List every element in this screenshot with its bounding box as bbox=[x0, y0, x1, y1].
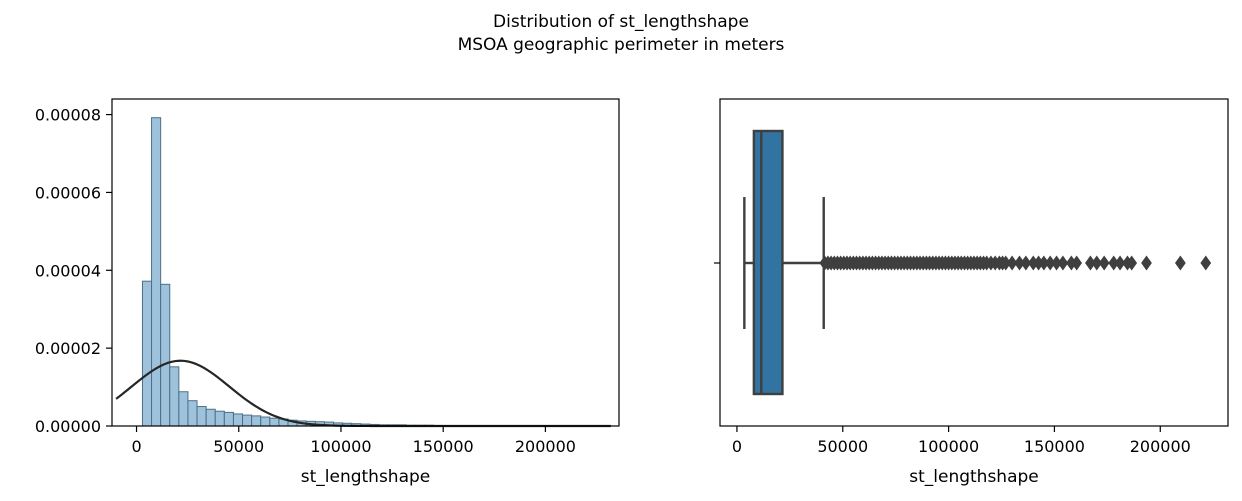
outlier-point bbox=[1141, 255, 1152, 271]
boxplot-x-axis-label: st_lengthshape bbox=[909, 467, 1039, 487]
y-tick-label: 0.00002 bbox=[35, 339, 101, 358]
outlier-point bbox=[1098, 255, 1110, 271]
outlier-point bbox=[1114, 255, 1126, 271]
outlier-point bbox=[1020, 255, 1032, 271]
x-tick-label: 150000 bbox=[413, 437, 474, 456]
y-tick-label: 0.00006 bbox=[35, 183, 101, 202]
outlier-point bbox=[1071, 255, 1083, 271]
x-tick-label: 150000 bbox=[1024, 437, 1085, 456]
x-tick-label: 0 bbox=[131, 437, 141, 456]
outlier-point bbox=[1006, 255, 1018, 271]
histogram-axes-frame bbox=[111, 98, 620, 427]
x-tick-label: 200000 bbox=[1130, 437, 1191, 456]
y-tick-label: 0.00008 bbox=[35, 106, 101, 125]
histogram-bars bbox=[141, 117, 598, 427]
x-tick-label: 0 bbox=[732, 437, 742, 456]
histogram-x-axis-label: st_lengthshape bbox=[301, 467, 431, 487]
outlier-point bbox=[1126, 255, 1138, 271]
y-tick-label: 0.00000 bbox=[35, 417, 101, 436]
x-tick-label: 50000 bbox=[817, 437, 868, 456]
outlier-point bbox=[1091, 255, 1103, 271]
iqr-box bbox=[752, 129, 784, 396]
figure-title-line1: Distribution of st_lengthshape bbox=[493, 12, 749, 32]
y-tick-label: 0.00004 bbox=[35, 261, 101, 280]
outlier-point bbox=[1200, 255, 1212, 271]
x-tick-label: 100000 bbox=[918, 437, 979, 456]
outlier-point bbox=[1175, 255, 1186, 271]
outlier-point bbox=[1057, 255, 1069, 271]
x-tick-label: 100000 bbox=[310, 437, 371, 456]
figure-title-line2: MSOA geographic perimeter in meters bbox=[457, 35, 785, 55]
x-tick-label: 50000 bbox=[213, 437, 264, 456]
x-tick-label: 200000 bbox=[515, 437, 576, 456]
